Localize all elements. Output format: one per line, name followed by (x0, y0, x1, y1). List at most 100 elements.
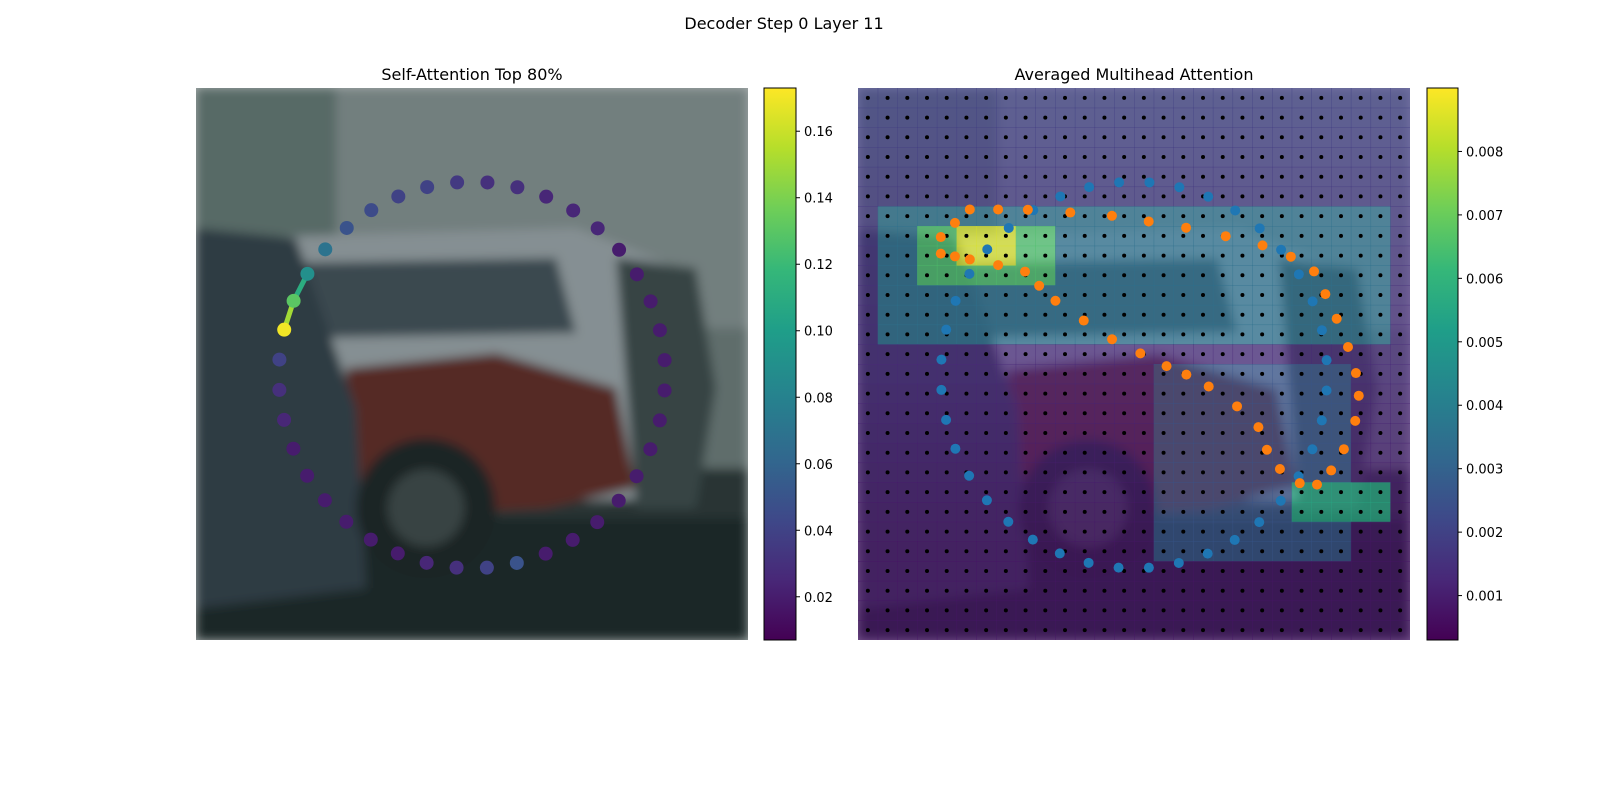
grid-dot (1358, 352, 1363, 357)
grid-dot (1043, 273, 1048, 278)
grid-dot (984, 135, 989, 140)
grid-dot (1082, 411, 1087, 416)
grid-dot (1122, 549, 1127, 554)
grid-dot (1063, 411, 1067, 416)
query-point (1083, 557, 1094, 568)
query-point (1084, 182, 1095, 193)
grid-dot (1398, 371, 1403, 376)
grid-dot (1043, 391, 1048, 396)
grid-dot (1122, 588, 1127, 593)
grid-dot (1378, 174, 1383, 179)
grid-dot (925, 371, 929, 376)
grid-dot (1339, 95, 1343, 100)
grid-dot (865, 95, 870, 100)
grid-dot (1201, 332, 1205, 337)
grid-dot (1023, 569, 1028, 573)
grid-dot (1102, 431, 1107, 435)
grid-dot (1260, 569, 1265, 573)
grid-dot (1398, 490, 1403, 495)
grid-dot (865, 529, 870, 534)
reference-point (1022, 204, 1033, 215)
grid-dot (1003, 608, 1008, 613)
grid-dot (944, 253, 949, 258)
grid-dot (1220, 352, 1225, 357)
grid-dot (1378, 411, 1383, 416)
grid-dot (1240, 509, 1245, 514)
grid-dot (1181, 233, 1186, 238)
grid-dot (1063, 214, 1067, 219)
attention-point (652, 323, 667, 338)
grid-dot (865, 174, 870, 179)
grid-dot (964, 549, 969, 554)
reference-point (1257, 240, 1268, 251)
grid-dot (885, 174, 890, 179)
grid-dot (1063, 332, 1067, 337)
grid-dot (1398, 509, 1403, 514)
grid-dot (944, 411, 949, 416)
grid-dot (905, 490, 910, 495)
self-attention-image (196, 88, 748, 640)
grid-dot (1378, 628, 1383, 633)
reference-point (1106, 210, 1117, 221)
query-point (1144, 177, 1155, 188)
reference-point (1326, 465, 1337, 476)
grid-dot (1102, 569, 1107, 573)
grid-dot (1319, 549, 1324, 554)
grid-dot (1240, 371, 1245, 376)
grid-dot (1023, 549, 1028, 554)
grid-dot (944, 549, 949, 554)
grid-dot (1358, 214, 1363, 219)
grid-dot (964, 529, 969, 534)
grid-dot (1299, 490, 1304, 495)
grid-dot (1082, 155, 1087, 159)
grid-dot (1358, 450, 1363, 455)
grid-dot (1398, 431, 1403, 435)
grid-dot (984, 431, 989, 435)
grid-dot (1023, 194, 1028, 199)
grid-dot (925, 332, 929, 337)
grid-dot (1339, 332, 1343, 337)
grid-dot (1358, 608, 1363, 613)
grid-dot (1260, 352, 1265, 357)
grid-dot (1240, 194, 1245, 199)
grid-dot (1141, 332, 1146, 337)
grid-dot (1161, 549, 1166, 554)
grid-dot (1220, 391, 1225, 396)
grid-dot (1063, 233, 1067, 238)
grid-dot (1201, 233, 1205, 238)
query-point (964, 470, 975, 481)
grid-dot (1339, 233, 1343, 238)
grid-dot (1260, 253, 1265, 258)
grid-dot (1260, 628, 1265, 633)
grid-dot (1240, 312, 1245, 317)
grid-dot (1023, 174, 1028, 179)
grid-dot (944, 529, 949, 534)
grid-dot (1378, 470, 1383, 475)
grid-dot (1043, 569, 1048, 573)
colorbar-tick-label: 0.003 (1466, 463, 1503, 478)
grid-dot (1240, 569, 1245, 573)
grid-dot (905, 529, 910, 534)
grid-dot (1043, 490, 1048, 495)
grid-dot (1398, 312, 1403, 317)
grid-dot (1378, 509, 1383, 514)
query-point (981, 495, 992, 506)
grid-dot (1201, 115, 1205, 120)
grid-dot (1398, 549, 1403, 554)
grid-dot (865, 569, 870, 573)
query-point (1203, 191, 1214, 202)
grid-dot (1003, 293, 1008, 297)
grid-dot (1240, 332, 1245, 337)
grid-dot (1102, 549, 1107, 554)
query-point (1143, 562, 1154, 573)
query-point (941, 414, 952, 425)
grid-dot (1319, 135, 1324, 140)
grid-dot (1063, 470, 1067, 475)
grid-dot (1201, 411, 1205, 416)
grid-dot (1378, 155, 1383, 159)
grid-dot (1378, 569, 1383, 573)
grid-dot (905, 608, 910, 613)
grid-dot (1240, 135, 1245, 140)
grid-dot (1023, 293, 1028, 297)
query-point (1055, 191, 1066, 202)
